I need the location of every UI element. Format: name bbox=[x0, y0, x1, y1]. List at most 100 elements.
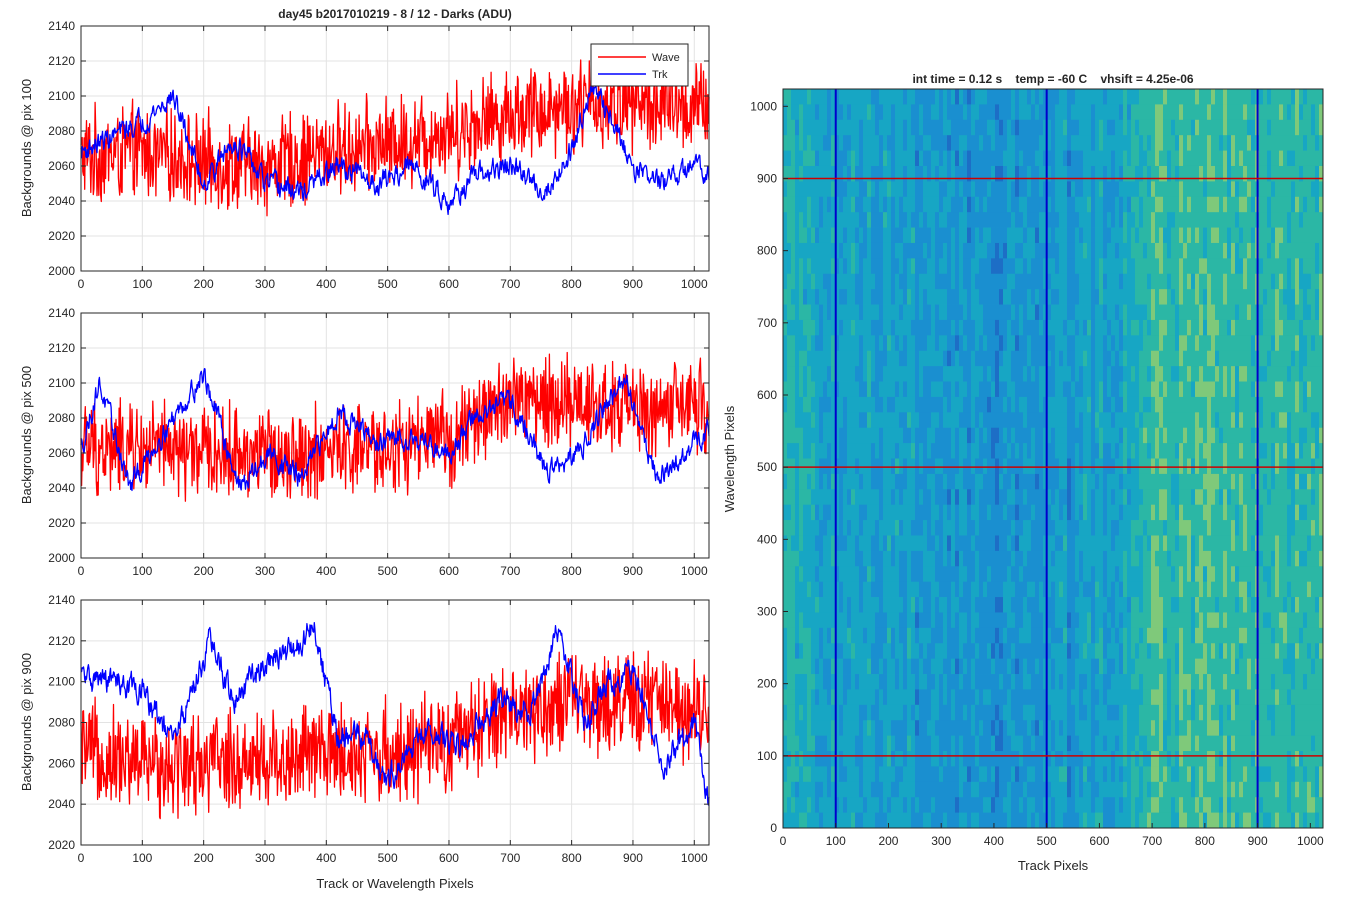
heatmap-cell bbox=[799, 319, 804, 336]
heatmap-cell bbox=[823, 781, 828, 798]
heatmap-cell bbox=[1031, 812, 1036, 829]
heatmap-cell bbox=[791, 627, 796, 644]
heatmap-cell bbox=[935, 458, 940, 475]
heatmap-cell bbox=[995, 319, 1000, 336]
heatmap-cell bbox=[971, 535, 976, 552]
heatmap-cell bbox=[863, 674, 868, 690]
heatmap-cell bbox=[1063, 566, 1068, 583]
heatmap-cell bbox=[815, 797, 820, 814]
heatmap-cell bbox=[851, 181, 856, 198]
heatmap-cell bbox=[1127, 289, 1132, 305]
heatmap-cell bbox=[843, 473, 848, 490]
heatmap-cell bbox=[807, 242, 812, 259]
heatmap-cell bbox=[867, 566, 872, 583]
heatmap-cell bbox=[1079, 612, 1084, 629]
heatmap-cell bbox=[1007, 212, 1012, 228]
heatmap-cell bbox=[1071, 196, 1076, 213]
heatmap-cell bbox=[843, 258, 848, 275]
heatmap-cell bbox=[1135, 627, 1140, 644]
heatmap-cell bbox=[927, 89, 932, 105]
heatmap-cell bbox=[831, 489, 836, 506]
heatmap-cell bbox=[815, 812, 820, 829]
heatmap-cell bbox=[1019, 319, 1024, 336]
heatmap-cell bbox=[891, 304, 896, 321]
heatmap-cell bbox=[827, 797, 832, 814]
heatmap-cell bbox=[1067, 535, 1072, 552]
heatmap-cell bbox=[891, 812, 896, 829]
heatmap-cell bbox=[1103, 520, 1108, 536]
heatmap-cell bbox=[943, 766, 948, 783]
heatmap-cell bbox=[1131, 658, 1136, 675]
heatmap-cell bbox=[799, 350, 804, 367]
heatmap-cell bbox=[799, 135, 804, 151]
heatmap-cell bbox=[879, 150, 884, 167]
heatmap-cell bbox=[815, 150, 820, 167]
heatmap-cell bbox=[983, 566, 988, 583]
heatmap-cell bbox=[1107, 535, 1112, 552]
heatmap-cell bbox=[1163, 489, 1168, 506]
heatmap-cell bbox=[1067, 689, 1072, 706]
heatmap-cell bbox=[1119, 597, 1124, 613]
heatmap-cell bbox=[975, 812, 980, 829]
heatmap-cell bbox=[1007, 812, 1012, 829]
heatmap-cell bbox=[883, 227, 888, 244]
heatmap-cell bbox=[1155, 135, 1160, 151]
heatmap-cell bbox=[831, 766, 836, 783]
x-tick-label: 200 bbox=[194, 564, 214, 578]
heatmap-cell bbox=[1147, 366, 1152, 382]
heatmap-cell bbox=[903, 212, 908, 228]
heatmap-cell bbox=[1175, 319, 1180, 336]
heatmap-cell bbox=[1119, 366, 1124, 382]
heatmap-cell bbox=[975, 135, 980, 151]
heatmap-cell bbox=[803, 104, 808, 121]
heatmap-cell bbox=[787, 427, 792, 444]
heatmap-cell bbox=[1115, 350, 1120, 367]
heatmap-cell bbox=[1039, 319, 1044, 336]
heatmap-cell bbox=[851, 674, 856, 690]
heatmap-cell bbox=[1059, 735, 1064, 752]
heatmap-cell bbox=[1175, 427, 1180, 444]
heatmap-cell bbox=[1043, 597, 1048, 613]
heatmap-cell bbox=[1003, 520, 1008, 536]
heatmap-cell bbox=[923, 751, 928, 767]
heatmap-cell bbox=[943, 350, 948, 367]
heatmap-cell bbox=[827, 689, 832, 706]
heatmap-cell bbox=[871, 273, 876, 290]
heatmap-cell bbox=[791, 735, 796, 752]
heatmap-cell bbox=[943, 381, 948, 398]
heatmap-cell bbox=[999, 658, 1004, 675]
heatmap-cell bbox=[799, 797, 804, 814]
heatmap-cell bbox=[1015, 597, 1020, 613]
heatmap-cell bbox=[791, 427, 796, 444]
heatmap-cell bbox=[839, 520, 844, 536]
heatmap-cell bbox=[919, 643, 924, 660]
heatmap-cell bbox=[803, 258, 808, 275]
heatmap-cell bbox=[839, 566, 844, 583]
heatmap-cell bbox=[883, 781, 888, 798]
heatmap-cell bbox=[799, 781, 804, 798]
heatmap-cell bbox=[947, 258, 952, 275]
heatmap-cell bbox=[1167, 150, 1172, 167]
heatmap-cell bbox=[835, 473, 840, 490]
heatmap-cell bbox=[1039, 412, 1044, 429]
heatmap-cell bbox=[927, 412, 932, 429]
heatmap-cell bbox=[1167, 381, 1172, 398]
heatmap-cell bbox=[1067, 627, 1072, 644]
heatmap-cell bbox=[999, 304, 1004, 321]
heatmap-cell bbox=[1043, 643, 1048, 660]
heatmap-cell bbox=[1055, 597, 1060, 613]
heatmap-cell bbox=[827, 119, 832, 136]
heatmap-cell bbox=[843, 119, 848, 136]
heatmap-cell bbox=[987, 366, 992, 382]
heatmap-cell bbox=[951, 704, 956, 721]
heatmap-cell bbox=[1019, 165, 1024, 182]
heatmap-cell bbox=[1123, 196, 1128, 213]
heatmap-cell bbox=[875, 396, 880, 413]
heatmap-cell bbox=[1031, 658, 1036, 675]
heatmap-cell bbox=[1115, 627, 1120, 644]
heatmap-cell bbox=[1063, 735, 1068, 752]
heatmap-cell bbox=[1015, 443, 1020, 459]
heatmap-cell bbox=[1095, 643, 1100, 660]
heatmap-cell bbox=[1031, 720, 1036, 737]
heatmap-cell bbox=[1163, 258, 1168, 275]
